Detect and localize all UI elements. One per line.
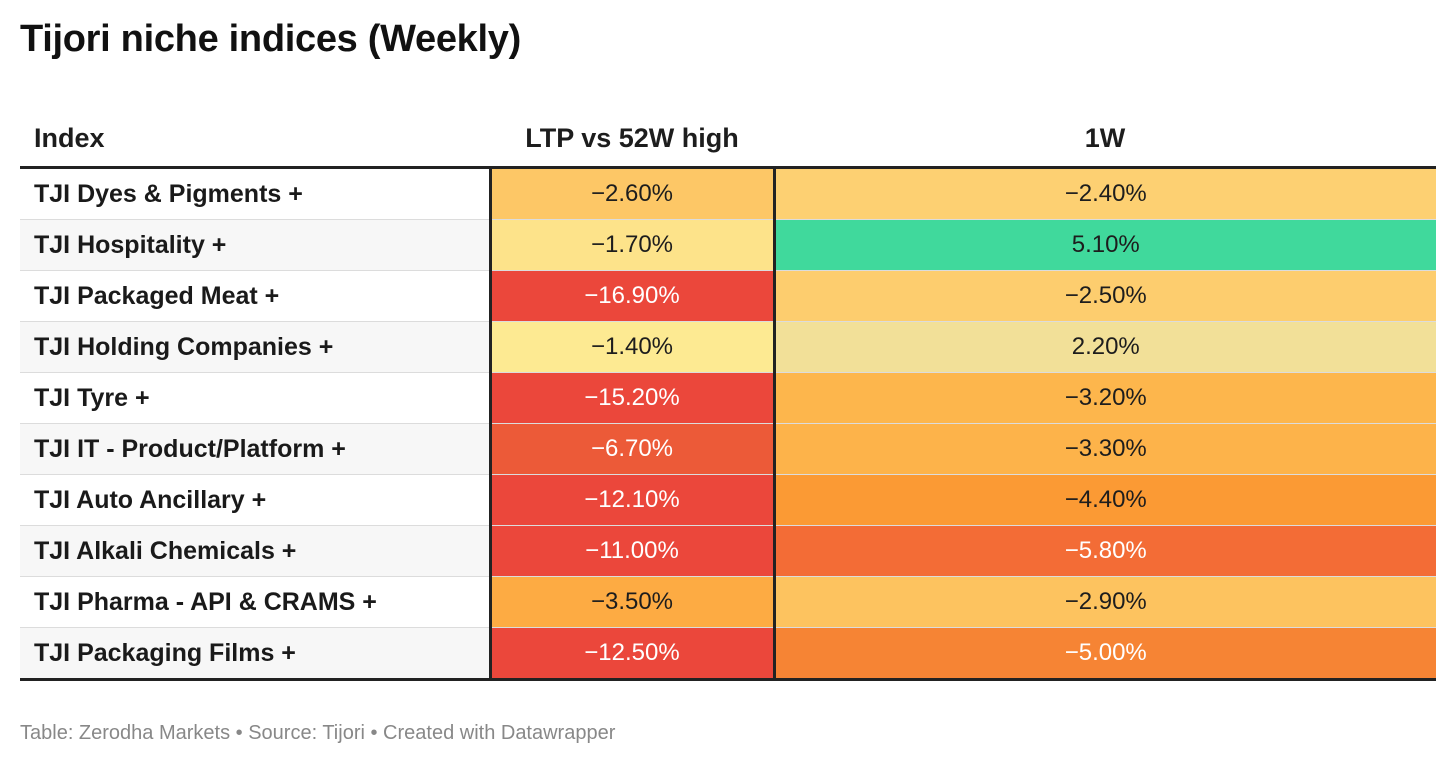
table-row: TJI Dyes & Pigments + −2.60% −2.40% (20, 167, 1436, 220)
index-name-cell: TJI Holding Companies + (20, 321, 490, 373)
index-name-cell: TJI Auto Ancillary + (20, 474, 490, 526)
index-name-cell: TJI Hospitality + (20, 219, 490, 271)
table-row: TJI Alkali Chemicals + −11.00% −5.80% (20, 525, 1436, 577)
column-header-index[interactable]: Index (20, 110, 490, 169)
ltp-vs-52w-high-cell: −12.50% (488, 627, 776, 681)
ltp-vs-52w-high-cell: −1.70% (488, 219, 776, 271)
1w-change-cell: −2.90% (774, 576, 1436, 628)
header-row: Index LTP vs 52W high 1W (20, 110, 1436, 169)
table-row: TJI Tyre + −15.20% −3.20% (20, 372, 1436, 424)
index-name-cell: TJI Dyes & Pigments + (20, 167, 490, 220)
table-body: TJI Dyes & Pigments + −2.60% −2.40% TJI … (20, 167, 1436, 681)
table-row: TJI Holding Companies + −1.40% 2.20% (20, 321, 1436, 373)
table-row: TJI Auto Ancillary + −12.10% −4.40% (20, 474, 1436, 526)
index-name-cell: TJI Tyre + (20, 372, 490, 424)
1w-change-cell: −3.30% (774, 423, 1436, 475)
index-name-cell: TJI Packaging Films + (20, 627, 490, 681)
source-footer: Table: Zerodha Markets • Source: Tijori … (20, 722, 616, 744)
ltp-vs-52w-high-cell: −16.90% (488, 270, 776, 322)
index-name-cell: TJI Pharma - API & CRAMS + (20, 576, 490, 628)
1w-change-cell: −4.40% (774, 474, 1436, 526)
table-row: TJI IT - Product/Platform + −6.70% −3.30… (20, 423, 1436, 475)
table-row: TJI Hospitality + −1.70% 5.10% (20, 219, 1436, 271)
index-name-cell: TJI Alkali Chemicals + (20, 525, 490, 577)
1w-change-cell: −5.00% (774, 627, 1436, 681)
table-row: TJI Packaged Meat + −16.90% −2.50% (20, 270, 1436, 322)
chart-title: Tijori niche indices (Weekly) (20, 18, 521, 60)
1w-change-cell: −2.50% (774, 270, 1436, 322)
column-header-ltp-vs-52w-high[interactable]: LTP vs 52W high (490, 110, 774, 169)
1w-change-cell: −5.80% (774, 525, 1436, 577)
column-header-1w[interactable]: 1W (774, 110, 1436, 169)
1w-change-cell: −3.20% (774, 372, 1436, 424)
table-row: TJI Packaging Films + −12.50% −5.00% (20, 627, 1436, 681)
ltp-vs-52w-high-cell: −6.70% (488, 423, 776, 475)
ltp-vs-52w-high-cell: −3.50% (488, 576, 776, 628)
indices-table: Index LTP vs 52W high 1W TJI Dyes & Pigm… (20, 110, 1436, 681)
index-name-cell: TJI IT - Product/Platform + (20, 423, 490, 475)
index-name-cell: TJI Packaged Meat + (20, 270, 490, 322)
ltp-vs-52w-high-cell: −12.10% (488, 474, 776, 526)
1w-change-cell: 5.10% (774, 219, 1436, 271)
ltp-vs-52w-high-cell: −11.00% (488, 525, 776, 577)
1w-change-cell: 2.20% (774, 321, 1436, 373)
ltp-vs-52w-high-cell: −1.40% (488, 321, 776, 373)
1w-change-cell: −2.40% (774, 167, 1436, 220)
table-row: TJI Pharma - API & CRAMS + −3.50% −2.90% (20, 576, 1436, 628)
ltp-vs-52w-high-cell: −2.60% (488, 167, 776, 220)
ltp-vs-52w-high-cell: −15.20% (488, 372, 776, 424)
